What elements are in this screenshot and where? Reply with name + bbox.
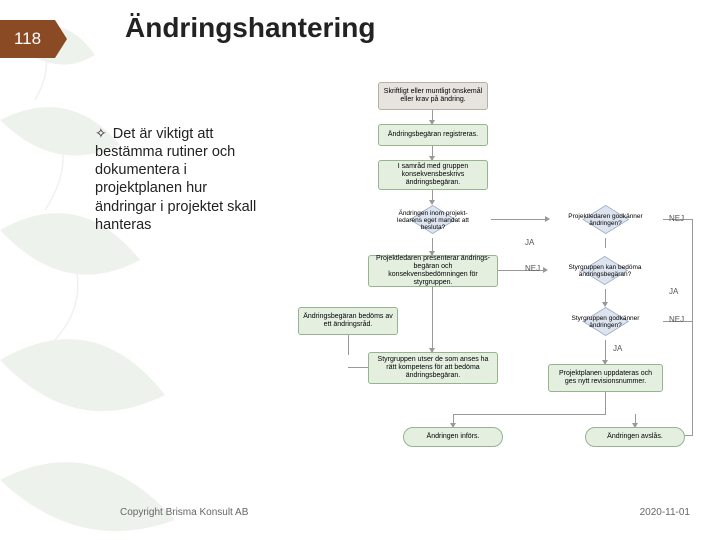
fc-edge [491, 219, 549, 220]
flowchart-node-n12: Ändringen införs. [403, 427, 503, 447]
fc-edge [432, 287, 433, 352]
page-number-badge: 118 [0, 20, 55, 58]
fc-edge [685, 435, 693, 436]
flowchart-edge-label: JA [525, 238, 534, 247]
fc-edge [453, 414, 606, 415]
flowchart-edge-label: NEJ [669, 214, 684, 223]
flowchart-edge-label: NEJ [669, 315, 684, 324]
fc-edge [498, 270, 499, 271]
slide-title: Ändringshantering [125, 12, 375, 44]
page-number-arrow [55, 20, 67, 58]
flowchart-node-n4: Ändringen inom projekt-ledarens eget man… [375, 202, 491, 238]
slide: 118 Ändringshantering ✧Det är viktigt at… [0, 0, 720, 540]
page-number: 118 [14, 29, 41, 49]
fc-edge [348, 335, 349, 355]
bullet-text-block: ✧Det är viktigt att bestämma rutiner och… [95, 125, 265, 234]
flowchart-edge-label: JA [669, 287, 678, 296]
copyright-text: Copyright Brisma Konsult AB [120, 507, 248, 518]
flowchart-node-n3: I samråd med gruppen konsekvensbeskrivs … [378, 160, 488, 190]
bullet-marker: ✧ [95, 125, 107, 143]
flowchart-node-n6: Projektledaren presenterar ändrings-begä… [368, 255, 498, 287]
flowchart-node-n13: Ändringen avslås. [585, 427, 685, 447]
flowchart-node-n7: Styrgruppen kan bedöma ändringsbegäran? [546, 253, 664, 289]
flowchart-node-n10: Styrgruppen utser de som anses ha rätt k… [368, 352, 498, 384]
fc-edge [605, 238, 606, 248]
fc-edge [692, 219, 693, 436]
flowchart-node-n9: Ändringsbegäran bedöms av ett ändringsrå… [298, 307, 398, 335]
flowchart-edge-label: JA [613, 344, 622, 353]
flowchart-node-n8: Styrgruppen godkänner ändringen? [548, 304, 663, 340]
date-text: 2020-11-01 [640, 507, 690, 518]
flowchart-node-n2: Ändringsbegäran registreras. [378, 124, 488, 146]
flowchart-node-n5: Projektledaren godkänner ändringen? [548, 202, 663, 238]
flowchart: Skriftligt eller muntligt önskemål eller… [293, 82, 698, 462]
leaf-decoration [0, 0, 190, 540]
flowchart-node-n11: Projektplanen uppdateras och ges nytt re… [548, 364, 663, 392]
fc-edge [605, 392, 606, 414]
flowchart-node-n1: Skriftligt eller muntligt önskemål eller… [378, 82, 488, 110]
fc-edge [348, 367, 368, 368]
bullet-text: Det är viktigt att bestämma rutiner och … [95, 126, 256, 233]
flowchart-edge-label: NEJ [525, 264, 540, 273]
